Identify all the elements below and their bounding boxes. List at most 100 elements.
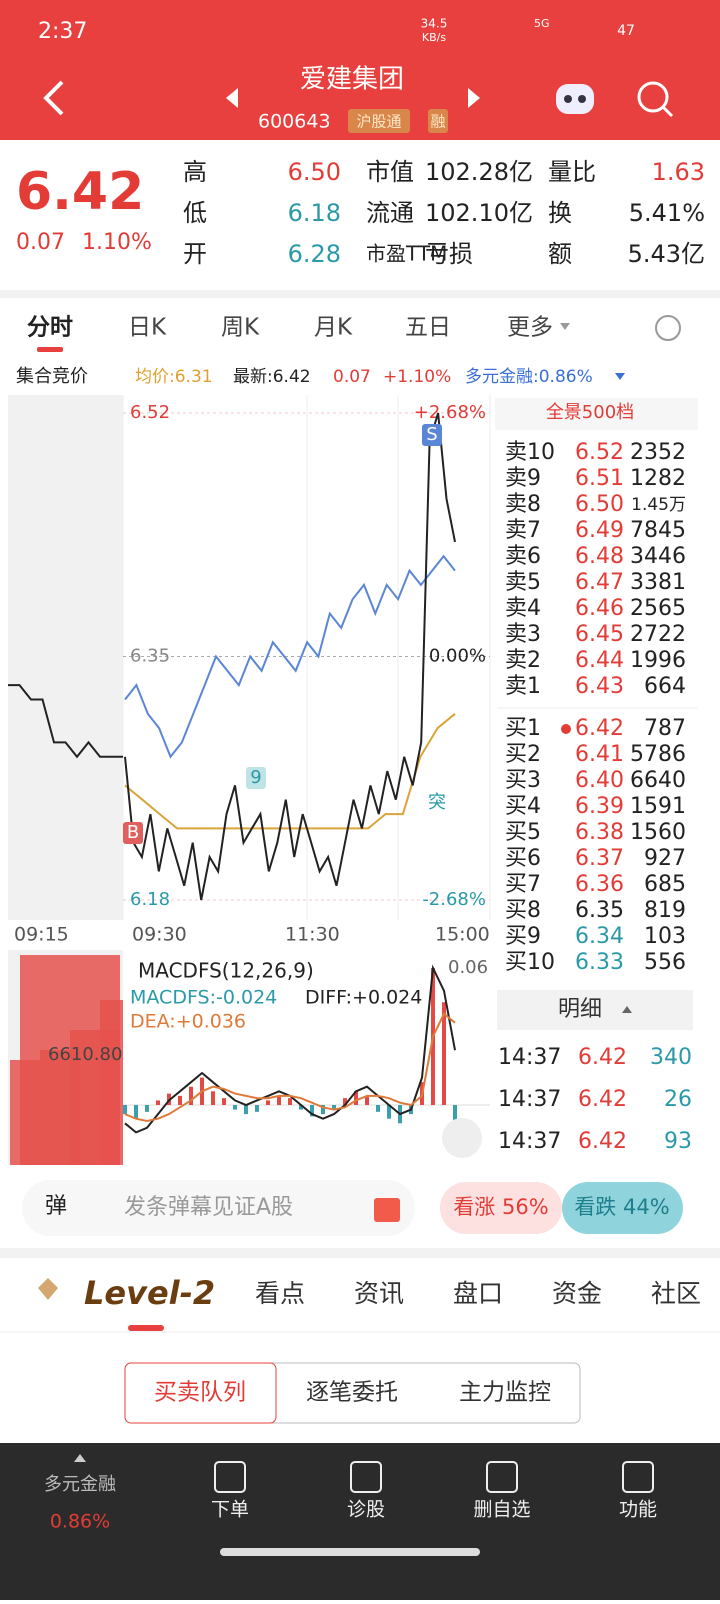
order-price: 6.52 [575,440,624,465]
search-icon[interactable] [637,81,669,113]
order-price: 6.37 [575,846,624,871]
order-price: 6.44 [575,648,624,673]
detail-header[interactable] [497,990,693,1030]
auction-line [8,684,123,759]
bull-button[interactable]: 看涨 56% [453,1195,548,1219]
tab[interactable]: 更多 [507,315,553,341]
order-price: 6.49 [575,518,624,543]
order-label: 买6 [505,846,541,871]
order-label: 卖7 [505,518,541,543]
avg-line [124,713,456,830]
trade-time: 14:37 [498,1045,561,1070]
macd-bar [376,1105,380,1112]
order-volume: 7845 [630,518,686,543]
macd-bar [134,1105,138,1119]
macd-title[interactable]: MACDFS(12,26,9) [138,959,314,983]
tab[interactable]: 分时 [27,315,73,341]
stat-label: 量比 [548,158,596,186]
order-volume: 2565 [630,596,686,621]
subtab[interactable]: 买卖队列 [154,1380,246,1406]
level2-tab[interactable]: 社区 [651,1279,701,1308]
stat-value: 5.41% [629,199,705,227]
level2-brand[interactable]: Level-2 [84,1274,215,1312]
buy1-dot [561,724,571,734]
trade-price: 6.42 [578,1087,627,1112]
macd-bar [288,1098,292,1105]
macd-bar [123,1105,127,1115]
stock-code: 600643 [258,111,331,133]
back-button[interactable] [43,80,64,116]
level2-tab[interactable]: 盘口 [453,1279,503,1308]
level2-tab[interactable]: 资金 [552,1279,602,1308]
expand-icon[interactable] [74,1454,86,1462]
nav-sector-pct: 0.86% [50,1511,110,1533]
trade-time: 14:37 [498,1129,561,1154]
pct-tick-label: 0.00% [429,646,486,667]
stat-value: 1.63 [652,158,705,186]
tab[interactable]: 周K [221,315,260,341]
order-label: 卖8 [505,492,541,517]
order-volume: 2722 [630,622,686,647]
level2-tab[interactable]: 看点 [255,1279,305,1308]
nav-item[interactable]: 诊股 [347,1499,385,1521]
macd-bar [266,1100,270,1105]
danmaku-input[interactable] [22,1180,415,1236]
nav-item[interactable]: 下单 [211,1499,249,1521]
order-volume: 1591 [630,794,686,819]
order-label: 买8 [505,898,541,923]
gift-icon[interactable] [374,1198,400,1222]
order-label: 卖1 [505,674,541,699]
bear-button[interactable] [562,1182,683,1234]
macd-bar [387,1105,391,1119]
stat-label: 流通 [366,199,414,227]
nav-item[interactable]: 删自选 [473,1499,530,1521]
x-tick-label: 15:00 [435,924,490,946]
macd-bar [453,1105,457,1128]
tag-bg [428,109,448,133]
macd-bar [365,1095,369,1105]
macd-bar [145,1105,149,1112]
macd-bar [178,1095,182,1105]
tab[interactable]: 日K [128,315,167,341]
tab[interactable]: 五日 [405,315,451,341]
subtab[interactable]: 逐笔委托 [306,1380,398,1406]
order-volume: 556 [644,950,686,975]
order-volume: 6640 [630,768,686,793]
sector-info[interactable]: 多元金融:0.86% [465,367,593,387]
orderbook-title[interactable]: 全景500档 [546,402,634,423]
danmaku-placeholder[interactable]: 发条弹幕见证A股 [124,1195,293,1220]
search-icon [661,105,674,118]
order-volume: 3381 [630,570,686,595]
macd-bar [310,1105,314,1117]
bull-button[interactable] [440,1182,562,1234]
x-tick-label: 09:30 [132,924,187,946]
level2-tab[interactable]: 资讯 [354,1279,404,1308]
nav-sector[interactable]: 多元金融 [44,1474,116,1495]
stat-value: 6.18 [288,199,341,227]
stat-label: 额 [548,240,572,268]
macd-bar [299,1105,303,1110]
detail-title[interactable]: 明细 [558,997,602,1022]
macd-bar [244,1105,248,1115]
tab-indicator [128,1325,164,1331]
nav-item[interactable]: 功能 [619,1499,657,1521]
tag: 沪股通 [356,113,401,131]
fullscreen-button[interactable] [442,1118,482,1158]
bear-button[interactable]: 看跌 44% [574,1195,669,1219]
subtab[interactable]: 主力监控 [459,1380,551,1406]
stat-value: 102.10亿 [425,199,533,227]
marker-bg [123,822,143,844]
dea-line [124,1012,456,1123]
settings-icon[interactable] [655,315,681,341]
macd-bar [189,1086,193,1105]
order-label: 卖5 [505,570,541,595]
tab[interactable]: 月K [314,315,353,341]
order-volume: 1996 [630,648,686,673]
order-label: 买5 [505,820,541,845]
dropdown-icon [560,323,570,330]
chart-marker: 9 [250,767,261,788]
robot-icon[interactable] [556,84,594,114]
pct-tick-label: +2.68% [414,402,486,423]
subtab-active[interactable] [124,1362,277,1424]
macd-bar [442,1002,446,1105]
